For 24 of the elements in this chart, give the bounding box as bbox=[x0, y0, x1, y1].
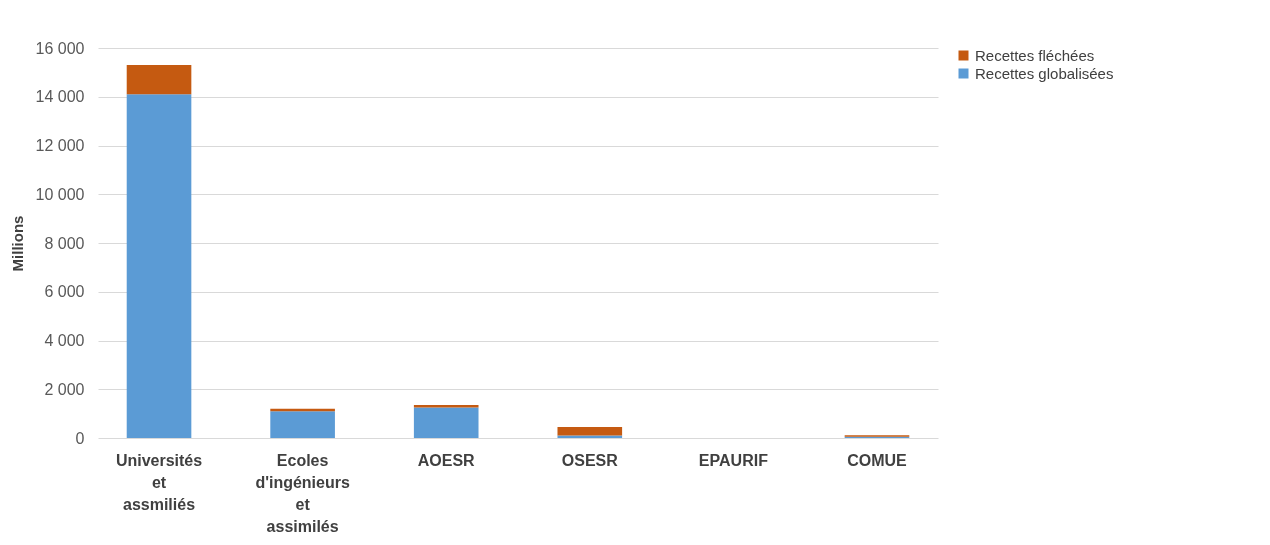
x-tick-label: Ecoles d'ingénieurs et assimilés bbox=[255, 451, 350, 535]
bar bbox=[413, 405, 479, 408]
x-tick-label: COMUE bbox=[847, 451, 908, 469]
y-tick-label: 6 000 bbox=[44, 283, 85, 301]
y-tick-label: 16 000 bbox=[35, 39, 85, 57]
legend-label: Recettes fléchées bbox=[975, 46, 1095, 64]
y-tick-label: 10 000 bbox=[35, 185, 85, 203]
y-tick-label: 14 000 bbox=[35, 88, 85, 106]
x-tick-label: EPAURIF bbox=[698, 451, 769, 469]
x-tick-label: OSESR bbox=[561, 451, 619, 469]
x-tick-label: AOESR bbox=[417, 451, 476, 469]
y-axis-title: Millions bbox=[8, 215, 26, 272]
bar bbox=[126, 94, 192, 438]
y-tick-label: 8 000 bbox=[44, 234, 85, 252]
y-tick-label: 2 000 bbox=[44, 380, 85, 398]
bar bbox=[413, 407, 479, 438]
y-tick-label: 4 000 bbox=[44, 332, 85, 349]
y-tick-label: 0 bbox=[75, 429, 85, 447]
bar bbox=[126, 65, 192, 95]
legend-label: Recettes globalisées bbox=[975, 64, 1114, 82]
y-tick-label: 12 000 bbox=[35, 137, 85, 154]
bar bbox=[270, 411, 335, 438]
bar bbox=[557, 427, 623, 436]
x-tick-label: Universités et assmiliés bbox=[115, 451, 203, 513]
